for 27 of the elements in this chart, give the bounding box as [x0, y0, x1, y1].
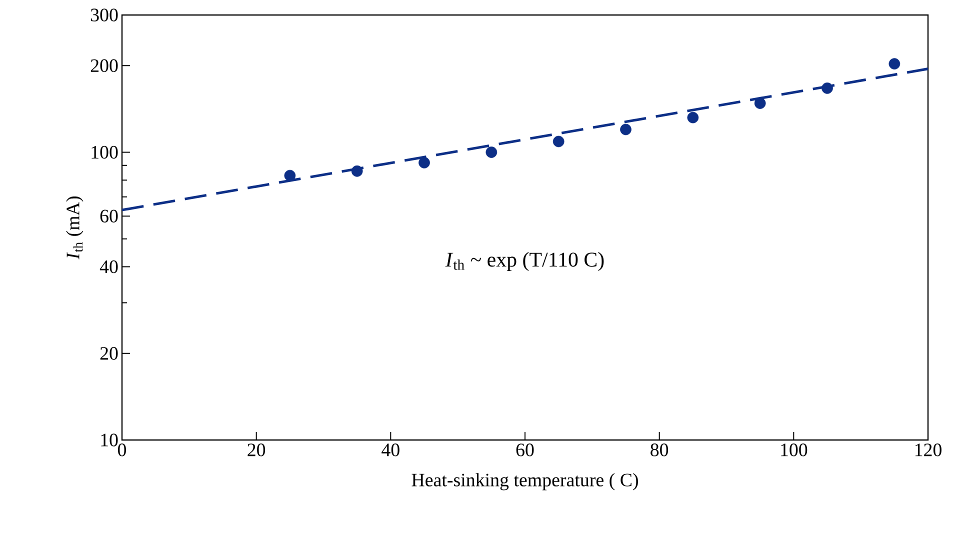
y-tick-label: 10 — [101, 434, 118, 446]
point — [620, 124, 632, 136]
point — [351, 165, 363, 177]
point — [486, 146, 498, 158]
point — [888, 58, 900, 70]
x-tick-label: 40 — [382, 444, 400, 456]
point — [418, 157, 430, 168]
y-tick-label: 20 — [100, 347, 118, 360]
x-tick-label: 20 — [248, 444, 266, 456]
x-axis-title: Heat-sinking temperature ( C) — [412, 473, 638, 490]
point — [687, 112, 699, 124]
annotation: I$_{th}$ ~ exp (T/110 C) — [445, 252, 604, 271]
y-tick-label: 100 — [92, 146, 118, 159]
x-tick-label: 100 — [781, 444, 808, 456]
x-tick-label: 0 — [118, 444, 126, 456]
y-tick-label: 300 — [90, 8, 118, 22]
y-tick-label: 40 — [100, 260, 118, 274]
point — [284, 170, 296, 182]
y-axis-title: I$_{th}$ (mA) — [66, 196, 84, 260]
x-tick-label: 80 — [650, 444, 668, 456]
x-tick-label: 120 — [915, 444, 942, 456]
point — [754, 98, 766, 109]
y-tick-label: 60 — [100, 210, 118, 222]
x-tick-label: 60 — [516, 444, 534, 456]
y-tick-label: 200 — [90, 59, 118, 72]
point — [552, 136, 564, 148]
point — [822, 82, 833, 94]
